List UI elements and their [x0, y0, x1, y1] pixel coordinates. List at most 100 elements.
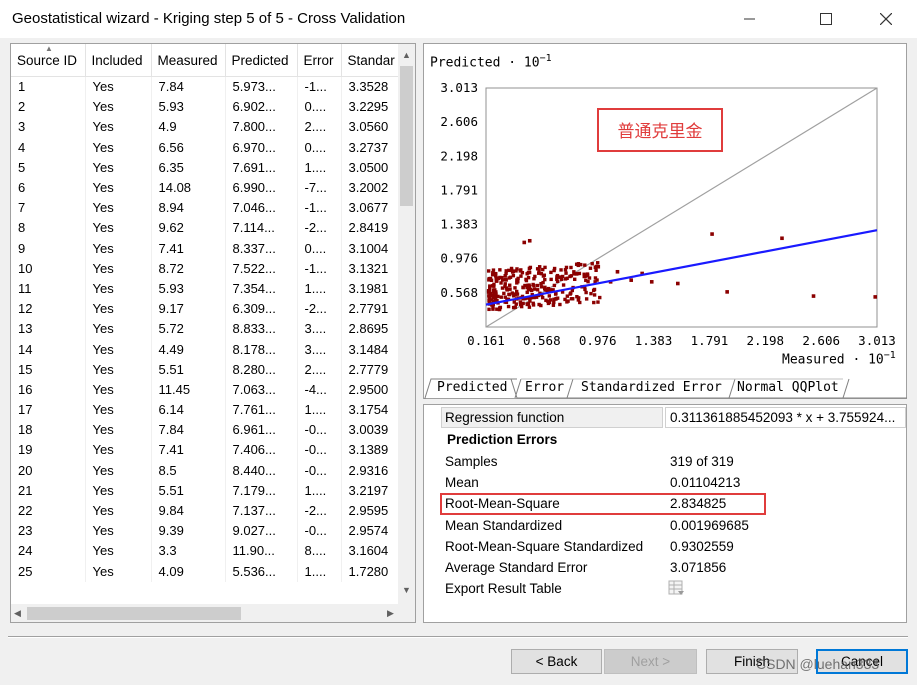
export-table-icon[interactable]: [666, 578, 686, 598]
table-cell: 3.1321: [341, 258, 400, 279]
y-tick-label: 0.568: [440, 285, 478, 300]
data-grid[interactable]: ▲ Source ID Included Measured Predicted E…: [11, 44, 400, 582]
table-cell: Yes: [85, 359, 152, 380]
tab-standardized-error[interactable]: Standardized Error: [581, 380, 722, 395]
data-point: [512, 294, 516, 298]
data-point: [494, 276, 498, 280]
data-point: [519, 304, 524, 309]
data-point: [543, 277, 547, 282]
table-row[interactable]: 8 Yes 9.62 7.114... -2... 2.8419: [11, 218, 400, 239]
rms-highlight-box: [440, 493, 766, 515]
mean-standardized-value: 0.001969685: [670, 518, 749, 533]
table-row[interactable]: 11 Yes 5.93 7.354... 1.... 3.1981: [11, 278, 400, 300]
table-row[interactable]: 18 Yes 7.84 6.961... -0... 3.0039: [11, 420, 400, 441]
column-header-predicted[interactable]: Predicted: [225, 44, 298, 77]
table-cell: Yes: [85, 521, 152, 542]
data-point: [518, 269, 523, 273]
export-result-table-label[interactable]: Export Result Table: [445, 581, 562, 596]
data-point: [514, 302, 518, 306]
table-cell: 5: [11, 157, 86, 178]
table-row[interactable]: 16 Yes 11.45 7.063... -4... 2.9500: [11, 379, 400, 400]
table-row[interactable]: 9 Yes 7.41 8.337... 0.... 3.1004: [11, 238, 400, 259]
table-cell: 7.406...: [225, 440, 298, 461]
table-cell: 8.5: [151, 460, 226, 481]
data-point: [504, 278, 508, 282]
tab-predicted[interactable]: Predicted: [437, 380, 508, 395]
scroll-up-icon[interactable]: ▲: [402, 50, 411, 60]
data-point: [500, 278, 505, 282]
title-bar: Geostatistical wizard - Kriging step 5 o…: [0, 0, 917, 38]
table-row[interactable]: 13 Yes 5.72 8.833... 3.... 2.8695: [11, 319, 400, 340]
data-point: [555, 275, 559, 279]
data-point: [492, 282, 496, 287]
data-point: [528, 299, 532, 303]
table-row[interactable]: 2 Yes 5.93 6.902... 0.... 3.2295: [11, 97, 400, 118]
column-header-error[interactable]: Error: [297, 44, 342, 77]
tab-error[interactable]: Error: [525, 380, 565, 395]
horizontal-scrollbar[interactable]: ◀ ▶: [11, 604, 399, 622]
scroll-right-icon[interactable]: ▶: [387, 608, 394, 618]
data-point: [520, 270, 525, 275]
data-point: [512, 300, 516, 304]
data-point: [584, 290, 588, 295]
column-header-included[interactable]: Included: [85, 44, 152, 77]
table-row[interactable]: 24 Yes 3.3 11.90... 8.... 3.1604: [11, 541, 400, 562]
data-point: [582, 274, 586, 279]
y-axis-label: Predicted · 10−1: [430, 53, 552, 71]
table-row[interactable]: 17 Yes 6.14 7.761... 1.... 3.1754: [11, 400, 400, 421]
table-cell: 3.1004: [341, 238, 400, 259]
horizontal-scroll-thumb[interactable]: [27, 607, 241, 620]
table-row[interactable]: 1 Yes 7.84 5.973... -1... 3.3528: [11, 76, 400, 98]
x-tick-label: 0.161: [467, 333, 505, 348]
table-cell: -1...: [297, 198, 342, 219]
table-row[interactable]: 10 Yes 8.72 7.522... -1... 3.1321: [11, 258, 400, 279]
cancel-button[interactable]: Cancel: [816, 649, 908, 674]
table-row[interactable]: 22 Yes 9.84 7.137... -2... 2.9595: [11, 500, 400, 522]
table-cell: 1....: [297, 400, 342, 421]
close-icon[interactable]: [863, 0, 909, 38]
minimize-icon[interactable]: [727, 0, 773, 38]
table-cell: 3: [11, 117, 86, 138]
table-row[interactable]: 25 Yes 4.09 5.536... 1.... 1.7280: [11, 561, 400, 582]
next-button[interactable]: Next >: [604, 649, 697, 674]
column-header-standard-error[interactable]: Standar: [341, 44, 400, 77]
cross-validation-table[interactable]: ▲ Source ID Included Measured Predicted E…: [10, 43, 416, 623]
column-header-source-id[interactable]: ▲ Source ID: [11, 44, 86, 77]
finish-button[interactable]: Finish: [706, 649, 798, 674]
table-row[interactable]: 4 Yes 6.56 6.970... 0.... 3.2737: [11, 137, 400, 158]
table-row[interactable]: 20 Yes 8.5 8.440... -0... 2.9316: [11, 460, 400, 481]
data-point: [566, 299, 570, 303]
table-cell: 2.9574: [341, 521, 400, 542]
data-point: [558, 302, 562, 307]
data-point: [561, 283, 566, 287]
maximize-icon[interactable]: [803, 0, 849, 38]
table-row[interactable]: 15 Yes 5.51 8.280... 2.... 2.7779: [11, 359, 400, 380]
table-row[interactable]: 21 Yes 5.51 7.179... 1.... 3.2197: [11, 480, 400, 501]
table-row[interactable]: 14 Yes 4.49 8.178... 3.... 3.1484: [11, 339, 400, 360]
back-button[interactable]: < Back: [511, 649, 602, 674]
window-title: Geostatistical wizard - Kriging step 5 o…: [12, 10, 406, 27]
column-header-measured[interactable]: Measured: [151, 44, 226, 77]
table-row[interactable]: 7 Yes 8.94 7.046... -1... 3.0677: [11, 198, 400, 219]
table-row[interactable]: 23 Yes 9.39 9.027... -0... 2.9574: [11, 521, 400, 542]
scatter-plot[interactable]: 0.161 0.568 0.976 1.383 1.791 2.198 2.606 3.013…: [424, 44, 906, 376]
vertical-scrollbar[interactable]: ▲ ▼: [398, 44, 415, 622]
table-row[interactable]: 3 Yes 4.9 7.800... 2.... 3.0560: [11, 117, 400, 138]
x-tick-label: 3.013: [858, 333, 896, 348]
scroll-down-icon[interactable]: ▼: [402, 585, 411, 595]
data-point: [503, 284, 507, 289]
table-row[interactable]: 5 Yes 6.35 7.691... 1.... 3.0500: [11, 157, 400, 178]
data-point: [522, 240, 527, 245]
table-cell: 7.84: [151, 420, 226, 441]
table-cell: Yes: [85, 117, 152, 138]
table-row[interactable]: 12 Yes 9.17 6.309... -2... 2.7791: [11, 299, 400, 320]
scroll-left-icon[interactable]: ◀: [14, 608, 21, 618]
data-point: [615, 269, 620, 274]
tab-normal-qqplot[interactable]: Normal QQPlot: [737, 380, 839, 395]
data-point: [540, 295, 545, 300]
table-cell: 0....: [297, 137, 342, 158]
table-row[interactable]: 19 Yes 7.41 7.406... -0... 3.1389: [11, 440, 400, 461]
data-point: [521, 285, 525, 290]
vertical-scroll-thumb[interactable]: [400, 66, 413, 206]
table-row[interactable]: 6 Yes 14.08 6.990... -7... 3.2002: [11, 177, 400, 199]
